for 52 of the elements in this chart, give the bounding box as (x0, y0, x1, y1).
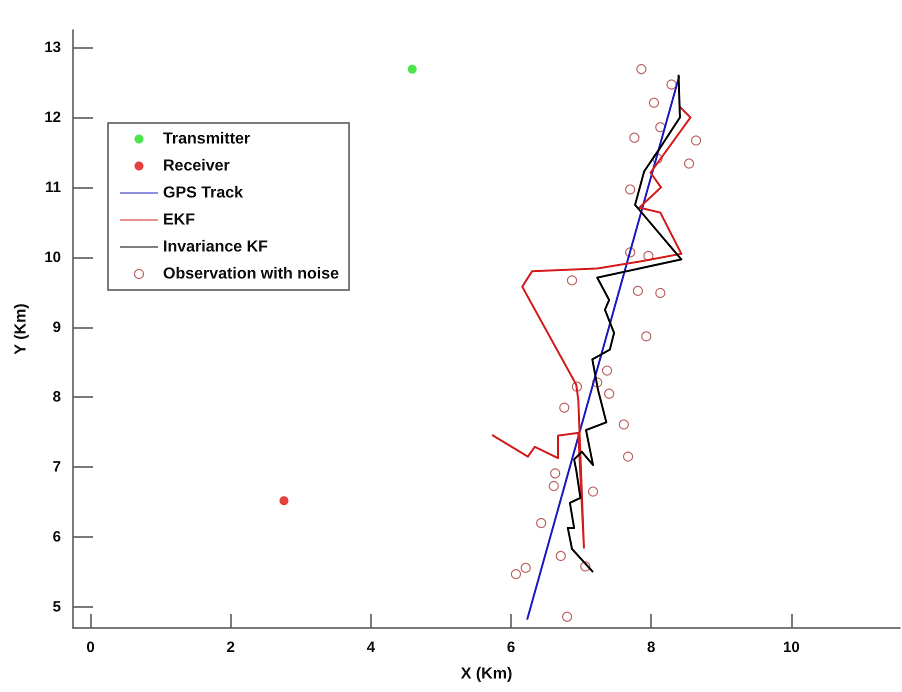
y-axis-title: Y (Km) (12, 303, 30, 355)
y-tick-label: 6 (52, 528, 61, 546)
point (556, 550, 566, 562)
point (629, 132, 640, 143)
point (602, 366, 612, 376)
point (655, 122, 666, 132)
point (632, 286, 643, 296)
point (625, 184, 636, 195)
point (548, 480, 559, 492)
point (562, 612, 572, 622)
point (559, 402, 570, 413)
point (510, 569, 522, 580)
point (550, 468, 560, 479)
point (636, 64, 646, 74)
point (279, 496, 288, 506)
x-tick-label: 0 (86, 639, 95, 656)
point (536, 518, 546, 528)
y-tick-label: 11 (45, 178, 61, 196)
point (666, 79, 677, 90)
y-tick-label: 5 (52, 598, 61, 616)
legend-label: Invariance KF (163, 238, 268, 256)
y-tick-label: 10 (44, 248, 61, 266)
point (604, 388, 614, 399)
point (408, 64, 417, 74)
legend-label: GPS Track (163, 184, 244, 202)
line-series (566, 74, 682, 574)
point (566, 275, 578, 286)
point (641, 331, 652, 342)
point (618, 419, 629, 430)
point (648, 98, 660, 108)
point (588, 486, 598, 497)
line-series (491, 105, 692, 549)
x-tick-label: 10 (783, 639, 800, 656)
y-tick-label: 7 (52, 458, 61, 476)
point (655, 288, 666, 298)
point (622, 452, 634, 462)
x-axis-title: X (Km) (460, 666, 512, 682)
x-tick-label: 4 (366, 639, 376, 656)
y-tick-label: 13 (44, 38, 61, 56)
y-tick-label: 9 (52, 318, 61, 336)
y-tick-label: 8 (52, 388, 61, 406)
x-tick-label: 8 (647, 639, 656, 656)
x-tick-label: 2 (226, 639, 235, 656)
legend-label: Receiver (163, 158, 230, 174)
y-tick-label: 12 (44, 108, 61, 126)
point (520, 562, 531, 573)
point (684, 158, 694, 169)
x-tick-label: 6 (506, 639, 516, 656)
legend-label: Transmitter (163, 130, 250, 148)
point (690, 135, 702, 146)
legend-label: EKF (163, 212, 196, 228)
legend-label: Observation with noise (163, 266, 340, 282)
